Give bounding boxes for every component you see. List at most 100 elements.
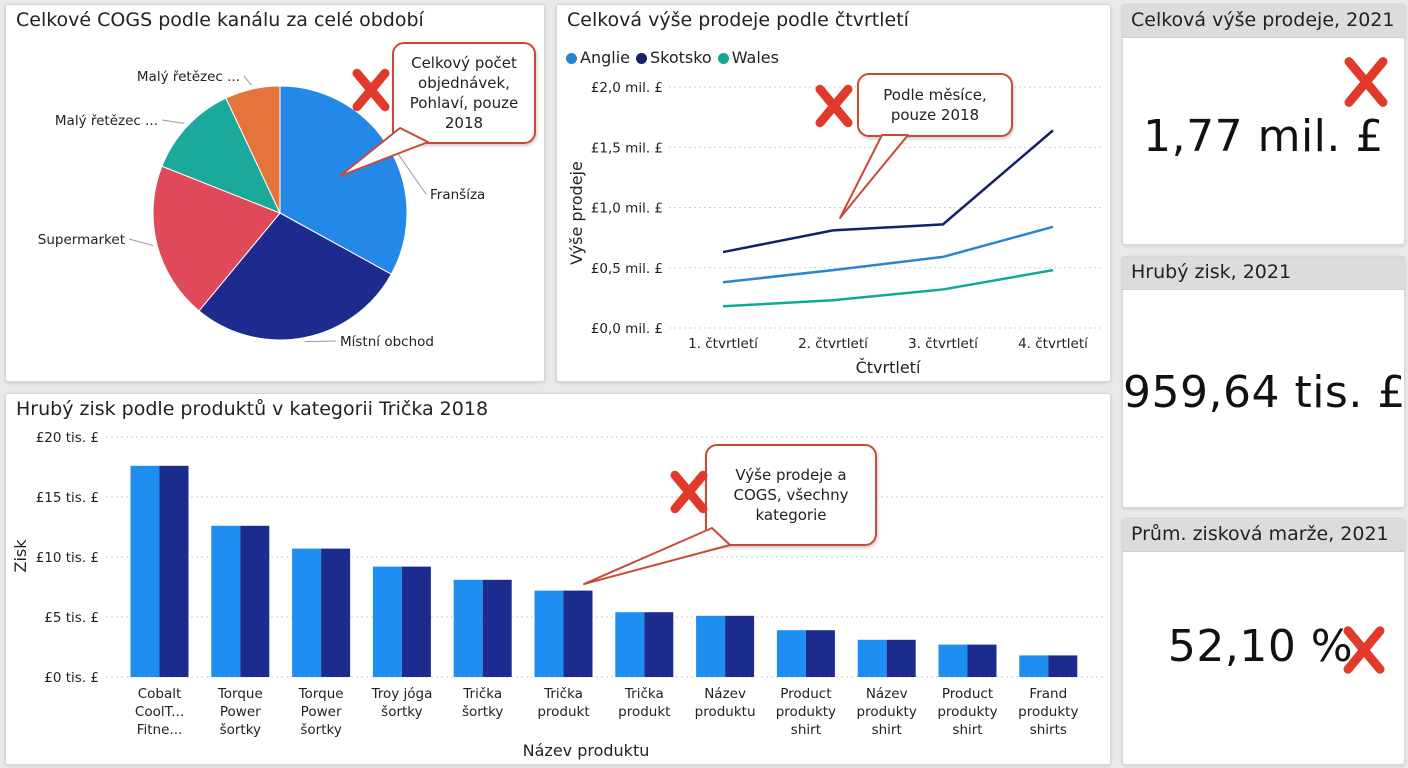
pie-leader-line bbox=[243, 75, 252, 86]
bar bbox=[453, 579, 483, 677]
kpi-header: Hrubý zisk, 2021 bbox=[1123, 257, 1404, 290]
bar bbox=[615, 612, 645, 677]
x-tick-label: shirt bbox=[952, 722, 982, 738]
x-tick-label: produkt bbox=[618, 704, 670, 720]
legend-label: Skotsko bbox=[649, 48, 712, 67]
legend-marker bbox=[717, 53, 729, 64]
kpi-title: Prům. zisková marže, 2021 bbox=[1131, 523, 1389, 545]
kpi-title: Hrubý zisk, 2021 bbox=[1131, 261, 1292, 283]
x-tick-label: Product bbox=[780, 686, 831, 702]
x-tick-label: šortky bbox=[381, 704, 422, 720]
bar-shade bbox=[159, 465, 189, 677]
legend-label: Anglie bbox=[580, 48, 630, 67]
x-tick-label: CoolT... bbox=[135, 704, 184, 720]
callout-line: kategorie bbox=[755, 506, 827, 524]
callout-line: Celkový počet bbox=[411, 54, 517, 72]
x-tick-label: Cobalt bbox=[138, 686, 182, 702]
x-tick-label: produkty bbox=[1018, 704, 1078, 720]
callout-line: Pohlaví, pouze bbox=[409, 94, 519, 112]
bar-chart-title: Hrubý zisk podle produktů v kategorii Tr… bbox=[16, 398, 489, 420]
bar bbox=[696, 615, 726, 677]
y-tick-label: £1,0 mil. £ bbox=[591, 201, 663, 217]
x-tick-label: 1. čtvrtletí bbox=[688, 336, 759, 352]
x-axis-label: Název produktu bbox=[523, 741, 650, 760]
pie-slice-label: Malý řetězec ... bbox=[137, 69, 240, 85]
y-tick-label: £5 tis. £ bbox=[44, 610, 99, 626]
pie-slice bbox=[225, 85, 281, 214]
x-tick-label: 2. čtvrtletí bbox=[798, 336, 869, 352]
line-series bbox=[722, 268, 1054, 308]
bar bbox=[372, 566, 402, 677]
bar-shade bbox=[321, 548, 351, 677]
line-chart-panel: Celková výše prodeje podle čtvrtletí £0,… bbox=[556, 4, 1111, 382]
pie-slice-label: Franšíza bbox=[430, 187, 485, 203]
y-tick-label: £20 tis. £ bbox=[36, 430, 99, 446]
y-tick-label: £1,5 mil. £ bbox=[591, 140, 663, 156]
kpi-value: 52,10 % bbox=[1167, 621, 1354, 672]
legend-marker bbox=[566, 53, 577, 64]
y-tick-label: £0 tis. £ bbox=[44, 670, 99, 686]
kpi-value: 959,64 tis. £ bbox=[1123, 367, 1405, 418]
x-tick-label: shirts bbox=[1030, 722, 1067, 738]
pie-leader-line bbox=[304, 340, 337, 343]
line-series bbox=[722, 225, 1054, 284]
y-tick-label: £10 tis. £ bbox=[36, 550, 99, 566]
pie-slice bbox=[198, 212, 392, 341]
x-tick-label: produktu bbox=[695, 704, 756, 720]
callout-line: pouze 2018 bbox=[890, 106, 980, 124]
callout-line: Podle měsíce, bbox=[883, 86, 987, 104]
bar-shade bbox=[886, 639, 916, 677]
y-tick-label: £0,0 mil. £ bbox=[591, 321, 663, 337]
x-tick-label: produkty bbox=[937, 704, 997, 720]
x-tick-label: Power bbox=[301, 704, 342, 720]
x-tick-label: Trička bbox=[624, 686, 664, 702]
bar bbox=[1019, 655, 1049, 677]
x-tick-label: Torque bbox=[217, 686, 263, 702]
callout-line: 2018 bbox=[444, 114, 484, 132]
x-tick-label: Torque bbox=[298, 686, 344, 702]
bar-shade bbox=[240, 525, 270, 677]
x-tick-label: 3. čtvrtletí bbox=[908, 336, 979, 352]
line-chart-title: Celková výše prodeje podle čtvrtletí bbox=[567, 9, 909, 31]
pie-slice bbox=[152, 165, 281, 312]
bar-shade bbox=[563, 590, 593, 677]
x-tick-label: šortky bbox=[462, 704, 503, 720]
y-tick-label: £15 tis. £ bbox=[36, 490, 99, 506]
y-tick-label: £0,5 mil. £ bbox=[591, 261, 663, 277]
x-tick-label: produkty bbox=[857, 704, 917, 720]
x-tick-label: Název bbox=[704, 686, 746, 702]
legend-marker bbox=[635, 53, 647, 64]
bar bbox=[211, 525, 241, 677]
callout-line: COGS, všechny bbox=[733, 486, 849, 504]
callout-pie: Celkový počet objednávek, Pohlaví, pouze 20… bbox=[392, 42, 536, 144]
legend-item: Skotsko bbox=[635, 48, 712, 67]
x-tick-label: Frand bbox=[1029, 686, 1067, 702]
callout-line: Výše prodeje a bbox=[735, 466, 847, 484]
legend-label: Wales bbox=[731, 48, 779, 67]
bar-shade bbox=[967, 644, 997, 677]
pie-chart-title: Celkové COGS podle kanálu za celé období bbox=[16, 9, 424, 31]
x-tick-label: šortky bbox=[300, 722, 341, 738]
x-tick-label: Název bbox=[866, 686, 908, 702]
x-tick-label: 4. čtvrtletí bbox=[1018, 336, 1089, 352]
pie-leader-line bbox=[161, 119, 185, 124]
pie-leader-line bbox=[128, 238, 154, 247]
pie-slice bbox=[161, 97, 281, 214]
x-tick-label: shirt bbox=[791, 722, 821, 738]
y-axis-label: Zisk bbox=[11, 539, 30, 573]
x-tick-label: Troy jóga bbox=[370, 686, 432, 702]
bar bbox=[857, 639, 887, 677]
callout-line: Podle měsíce, pouze 2018 bbox=[857, 73, 1013, 137]
bar bbox=[534, 590, 564, 677]
kpi-header: Celková výše prodeje, 2021 bbox=[1123, 5, 1404, 38]
pie-slice-label: Supermarket bbox=[38, 232, 125, 248]
bar bbox=[292, 548, 322, 677]
callout-line: objednávek, bbox=[418, 74, 510, 92]
kpi-card-total-sales: Celková výše prodeje, 2021 1,77 mil. £ bbox=[1122, 4, 1405, 245]
kpi-header: Prům. zisková marže, 2021 bbox=[1123, 519, 1404, 552]
y-axis-label: Výše prodeje bbox=[567, 161, 586, 265]
x-axis-label: Čtvrtletí bbox=[856, 358, 921, 377]
bar bbox=[938, 644, 968, 677]
x-tick-label: Product bbox=[942, 686, 993, 702]
bar-shade bbox=[805, 630, 835, 677]
